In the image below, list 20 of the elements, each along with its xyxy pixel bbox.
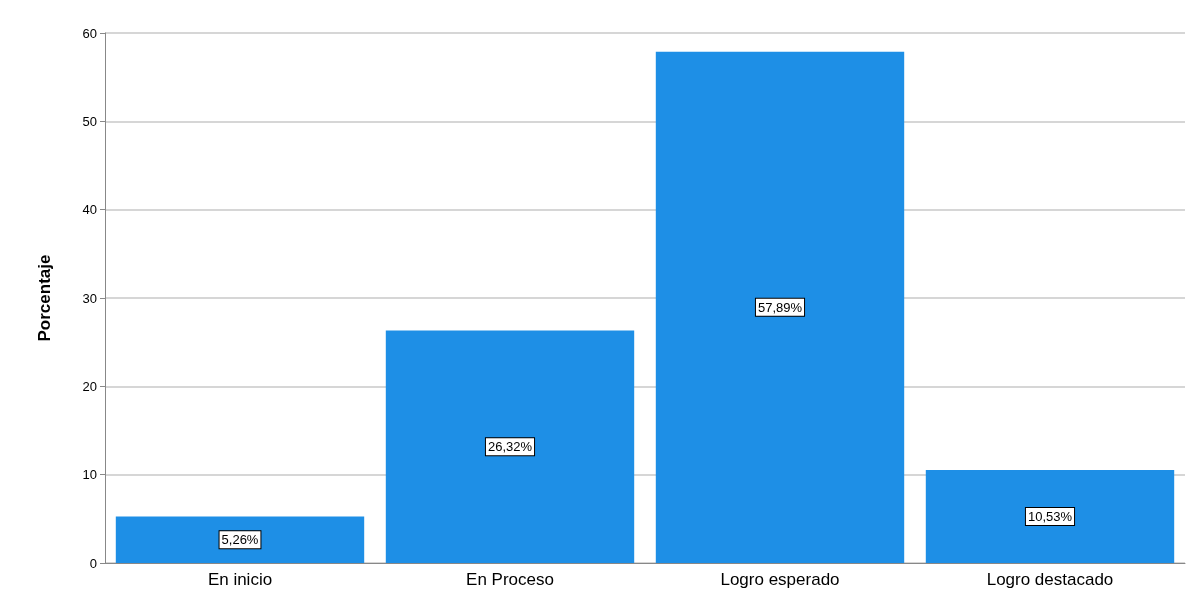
bar: [655, 51, 905, 563]
y-tick-label: 60: [82, 25, 97, 41]
y-tick-label: 50: [82, 113, 97, 129]
y-tick-label: 0: [89, 555, 97, 571]
x-tick-label: En inicio: [207, 570, 273, 589]
y-tick-label: 30: [82, 290, 97, 306]
x-tick-label: En Proceso: [466, 570, 554, 589]
y-tick-label: 20: [82, 378, 97, 394]
data-label: 5,26%: [221, 532, 259, 548]
y-axis-title: Porcentaje: [35, 254, 54, 342]
x-tick-label: Logro esperado: [720, 570, 840, 589]
data-label: 57,89%: [757, 299, 803, 315]
bar: [385, 330, 635, 563]
x-tick-label: Logro destacado: [986, 570, 1114, 589]
data-label: 26,32%: [487, 439, 533, 455]
data-label: 10,53%: [1027, 508, 1073, 524]
bar: [115, 516, 365, 563]
y-tick-label: 10: [82, 467, 97, 483]
bar: [925, 469, 1175, 563]
y-tick-label: 40: [82, 202, 97, 218]
